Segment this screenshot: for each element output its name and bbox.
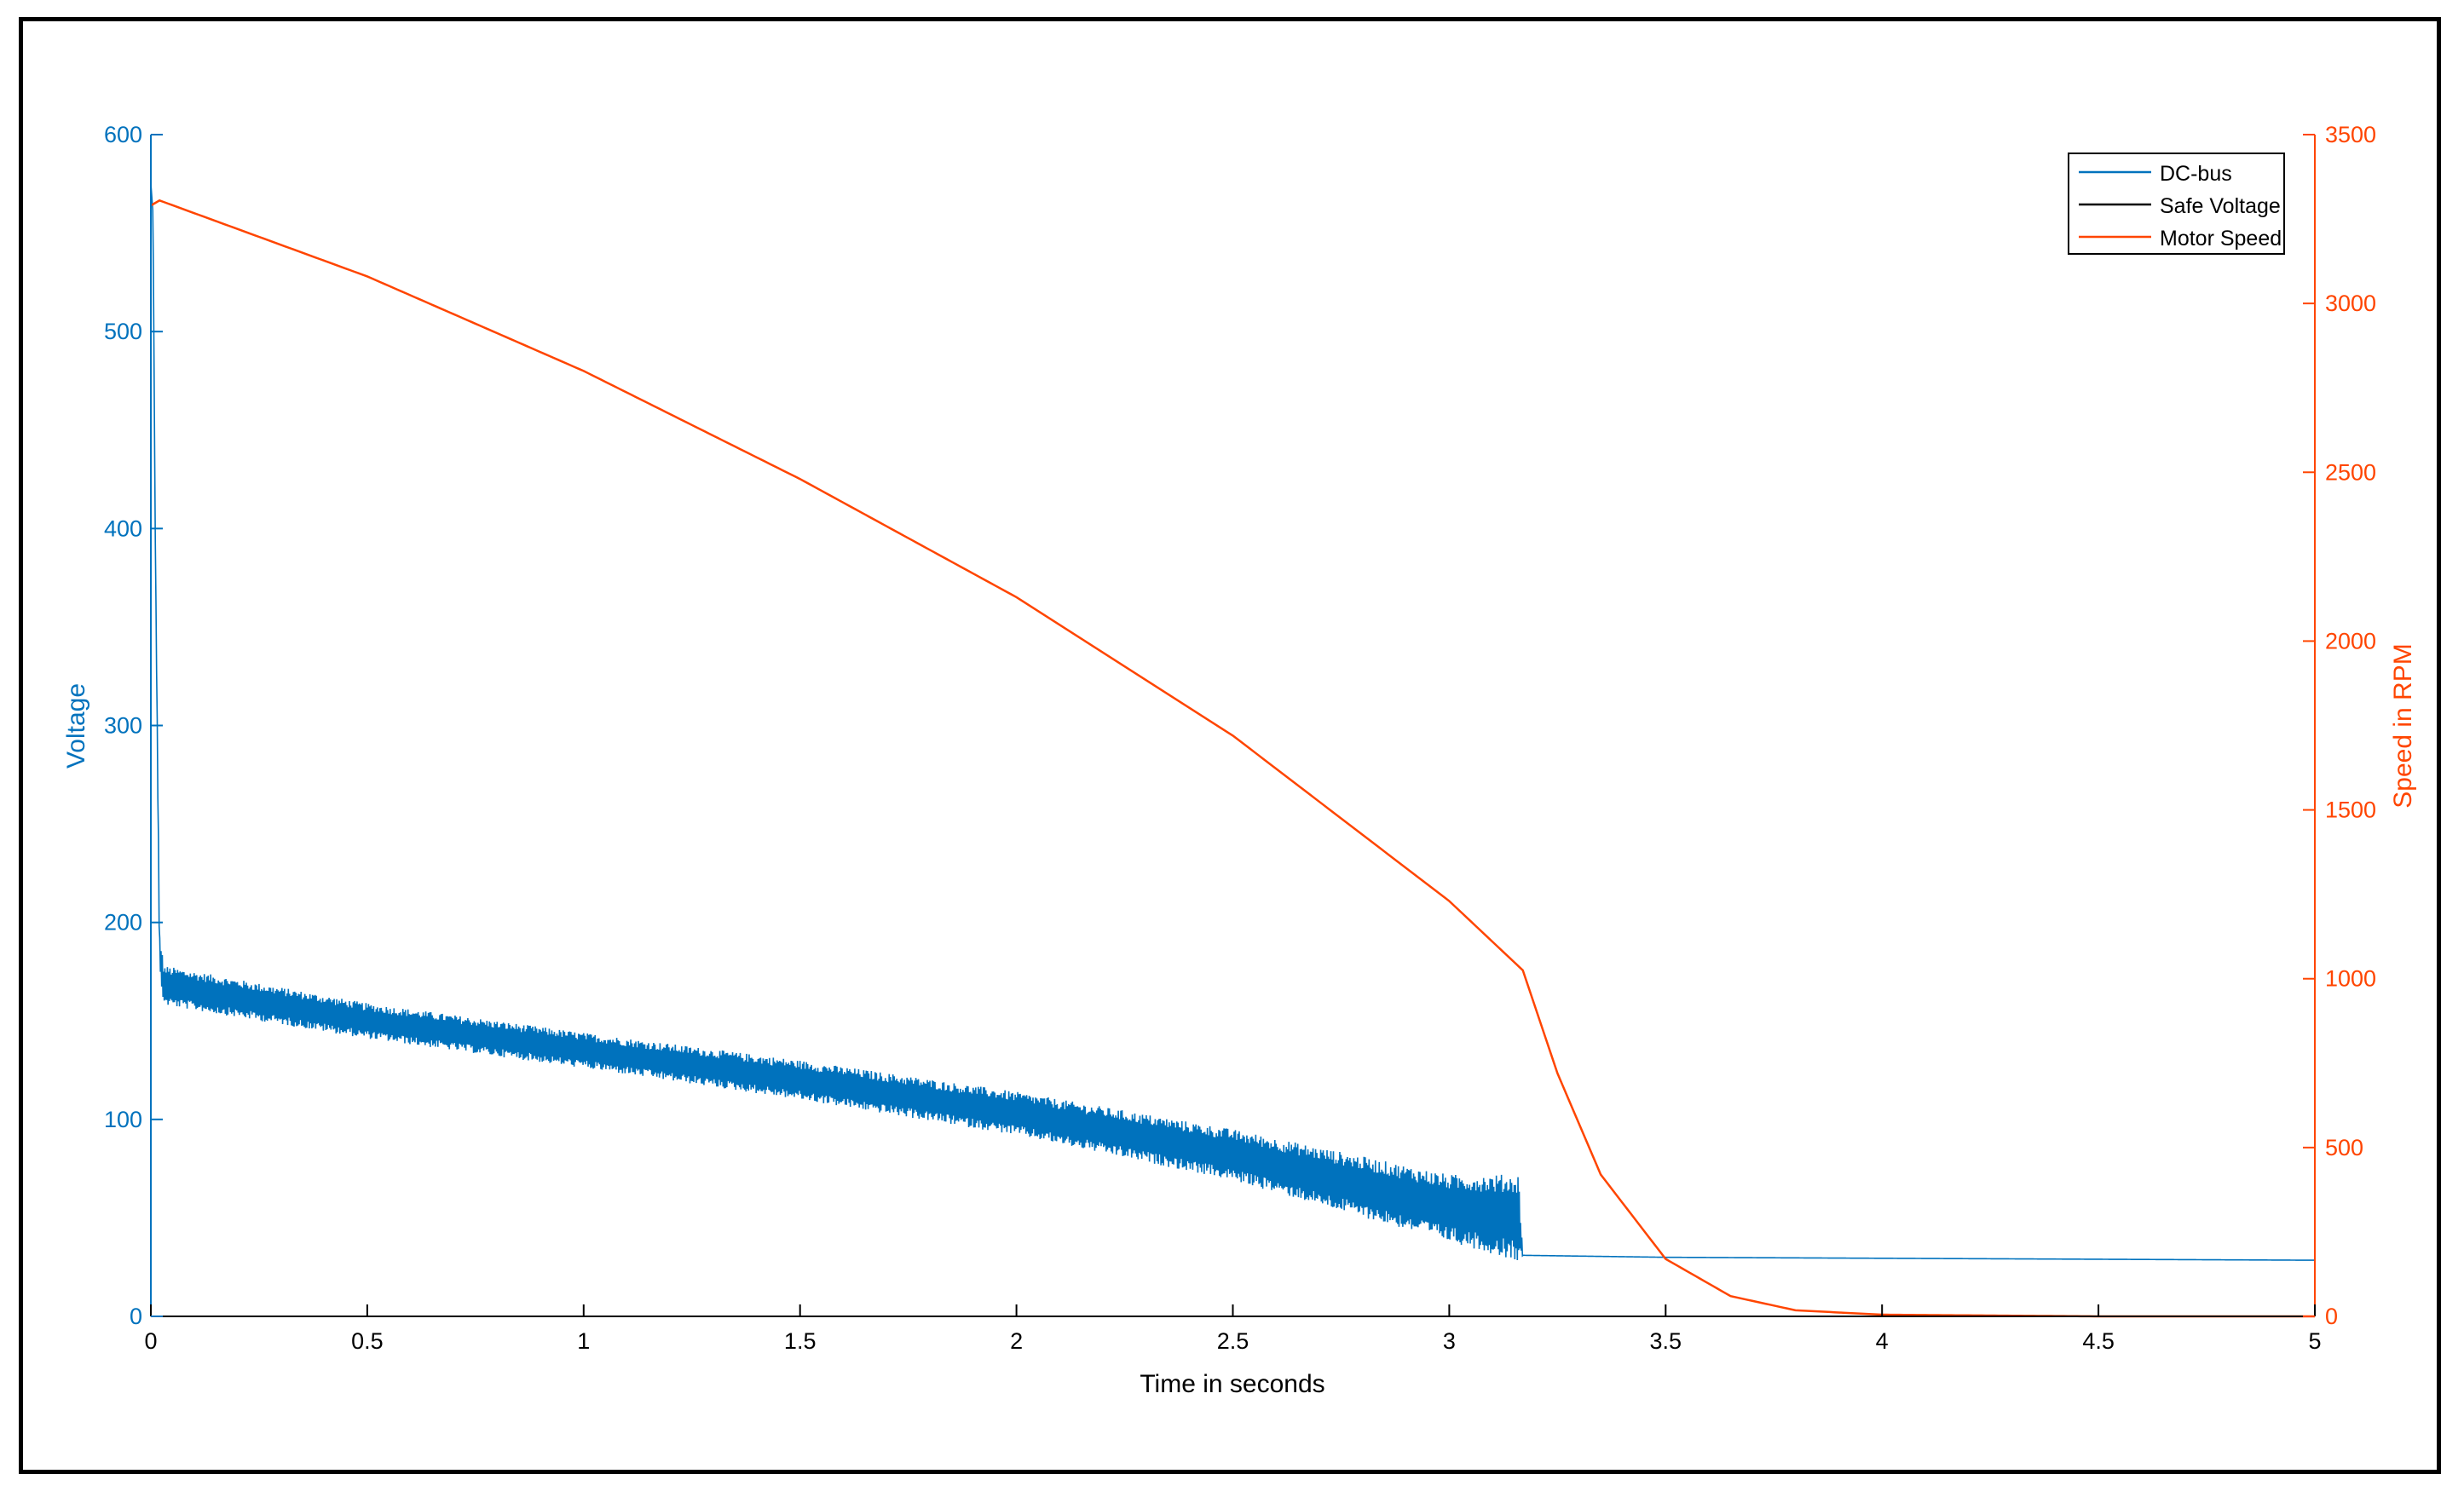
right-y-tick-label: 2500 — [2325, 459, 2376, 485]
x-tick-label: 5 — [2308, 1328, 2321, 1354]
left-y-tick-label: 400 — [104, 515, 142, 541]
x-axis-label: Time in seconds — [1140, 1370, 1324, 1398]
chart-frame: 0 0.5 1 1.5 2 2.5 3 3.5 4 4.5 5 0 100 200 300 400 500 600… — [19, 17, 2441, 1474]
left-y-tick-label: 500 — [104, 319, 142, 344]
x-tick-label: 1 — [577, 1328, 590, 1354]
right-y-tick-label: 500 — [2325, 1135, 2363, 1160]
right-y-tick-label: 0 — [2325, 1304, 2338, 1329]
x-tick-label: 3.5 — [1650, 1328, 1682, 1354]
dual-axis-line-chart: 0 0.5 1 1.5 2 2.5 3 3.5 4 4.5 50100200300400500600… — [62, 122, 2417, 1398]
right-y-tick-label: 3500 — [2325, 122, 2376, 147]
x-tick-label: 0.5 — [351, 1328, 384, 1354]
right-y-tick-label: 2000 — [2325, 628, 2376, 653]
left-y-axis-label: Voltage — [62, 683, 90, 769]
left-y-tick-label: 300 — [104, 713, 142, 739]
legend-label-safe-voltage: Safe Voltage — [2160, 194, 2281, 218]
x-tick-label: 3 — [1443, 1328, 1456, 1354]
series-dc-bus — [150, 183, 2316, 1261]
right-y-axis-label: Speed in RPM — [2389, 643, 2417, 808]
left-y-tick-label: 200 — [104, 910, 142, 936]
right-y-tick-label: 1000 — [2325, 966, 2376, 992]
left-y-tick-label: 600 — [104, 122, 142, 147]
series-layer — [150, 183, 2316, 1318]
x-tick-label: 4.5 — [2082, 1328, 2115, 1354]
left-y-tick-label: 0 — [130, 1304, 142, 1329]
series-motor-speed — [150, 199, 2315, 1318]
x-tick-label: 2.5 — [1217, 1328, 1249, 1354]
left-y-tick-label: 100 — [104, 1107, 142, 1132]
x-tick-label: 0 — [144, 1328, 157, 1354]
right-y-tick-label: 1500 — [2325, 797, 2376, 823]
axes-layer: 0 0.5 1 1.5 2 2.5 3 3.5 4 4.5 50100200300400500600… — [104, 122, 2376, 1354]
legend-label-motor-speed: Motor Speed — [2160, 227, 2282, 250]
x-tick-label: 2 — [1010, 1328, 1023, 1354]
legend: DC-bus Safe Voltage Motor Speed — [2068, 153, 2285, 255]
right-y-tick-label: 3000 — [2325, 291, 2376, 316]
x-tick-label: 4 — [1876, 1328, 1889, 1354]
legend-label-dc-bus: DC-bus — [2160, 162, 2232, 186]
x-tick-label: 1.5 — [784, 1328, 817, 1354]
